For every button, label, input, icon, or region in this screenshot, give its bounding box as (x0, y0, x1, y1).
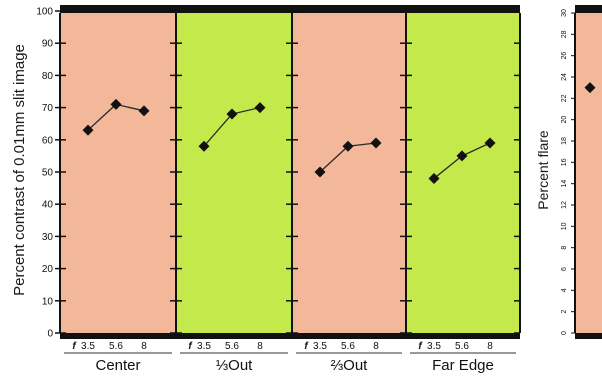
data-point-marker (456, 150, 468, 162)
flare-y-tick-label: 24 (561, 73, 568, 81)
y-tick-label: 70 (42, 103, 54, 114)
panel-label: ⅓Out (216, 357, 254, 374)
flare-data-point-marker (584, 82, 596, 94)
panel-background (406, 13, 520, 333)
x-tick-label: 3.5 (313, 341, 327, 352)
contrast-y-axis-title: Percent contrast of 0.01mm slit image (11, 44, 28, 296)
contrast-panels (59, 5, 521, 339)
flare-y-tick-label: 28 (561, 30, 568, 38)
flare-y-tick-label: 8 (561, 246, 568, 250)
data-point-marker (110, 98, 122, 110)
x-tick-label: 5.6 (225, 341, 239, 352)
x-tick-label: 5.6 (341, 341, 355, 352)
flare-y-tick-label: 12 (561, 201, 568, 209)
top-frame-bar (60, 5, 520, 13)
x-tick-label: 3.5 (197, 341, 211, 352)
x-tick-label: 3.5 (427, 341, 441, 352)
contrast-chart: Percent contrast of 0.01mm slit image 0 1… (11, 5, 521, 374)
data-point-marker (254, 102, 266, 114)
flare-y-tick-label: 2 (561, 310, 568, 314)
flare-y-axis-title: Percent flare (535, 130, 551, 210)
panel-label: Center (95, 357, 140, 374)
x-tick-label: 8 (373, 341, 379, 352)
bottom-axis-bar (60, 333, 520, 339)
flare-chart: Percent flare 02468101214161820222426283… (535, 5, 602, 339)
contrast-series (82, 98, 496, 184)
y-tick-label: 60 (42, 135, 54, 146)
flare-panel-background (575, 13, 602, 333)
y-tick-label: 50 (42, 168, 54, 179)
fstop-marker: f (304, 341, 309, 352)
data-point-marker (342, 140, 354, 152)
data-point-marker (138, 105, 150, 117)
fstop-marker: f (188, 341, 193, 352)
data-point-marker (314, 166, 326, 178)
x-tick-label: 8 (487, 341, 493, 352)
x-tick-label: 3.5 (81, 341, 95, 352)
y-tick-label: 20 (42, 264, 54, 275)
x-tick-label: 8 (257, 341, 263, 352)
flare-y-tick-label: 22 (561, 94, 568, 102)
data-point-marker (370, 137, 382, 149)
y-tick-label: 30 (42, 232, 54, 243)
panel-background (292, 13, 406, 333)
data-point-marker (428, 172, 440, 184)
x-tick-label: 8 (141, 341, 147, 352)
flare-y-tick-label: 26 (561, 52, 568, 60)
x-tick-label: 5.6 (109, 341, 123, 352)
flare-y-tick-label: 20 (561, 116, 568, 124)
y-tick-label: 80 (42, 71, 54, 82)
fstop-marker: f (418, 341, 423, 352)
data-point-marker (484, 137, 496, 149)
flare-y-tick-label: 18 (561, 137, 568, 145)
flare-y-tick-label: 16 (561, 158, 568, 166)
contrast-y-tick-labels: 0 10 20 30 40 50 60 70 80 90 100 (36, 7, 60, 340)
flare-y-tick-label: 14 (561, 180, 568, 188)
y-tick-label: 90 (42, 39, 54, 50)
panel-label: Far Edge (432, 357, 494, 374)
flare-top-bar (575, 5, 602, 13)
y-tick-label: 100 (36, 7, 53, 18)
flare-y-tick-label: 10 (561, 222, 568, 230)
y-tick-label: 40 (42, 200, 54, 211)
flare-y-tick-label: 0 (561, 331, 568, 335)
flare-bottom-bar (575, 333, 602, 339)
flare-y-tick-label: 30 (561, 9, 568, 17)
data-point-marker (226, 108, 238, 120)
flare-y-tick-label: 6 (561, 267, 568, 271)
y-tick-label: 0 (47, 329, 53, 340)
flare-y-tick-label: 4 (561, 288, 568, 292)
panel-background (176, 13, 292, 333)
y-tick-label: 10 (42, 296, 54, 307)
flare-panel (574, 5, 602, 339)
panel-background (60, 13, 176, 333)
x-tick-label: 5.6 (455, 341, 469, 352)
panel-label: ⅔Out (331, 357, 369, 374)
data-point-marker (198, 140, 210, 152)
fstop-marker: f (72, 341, 77, 352)
data-point-marker (82, 124, 94, 136)
